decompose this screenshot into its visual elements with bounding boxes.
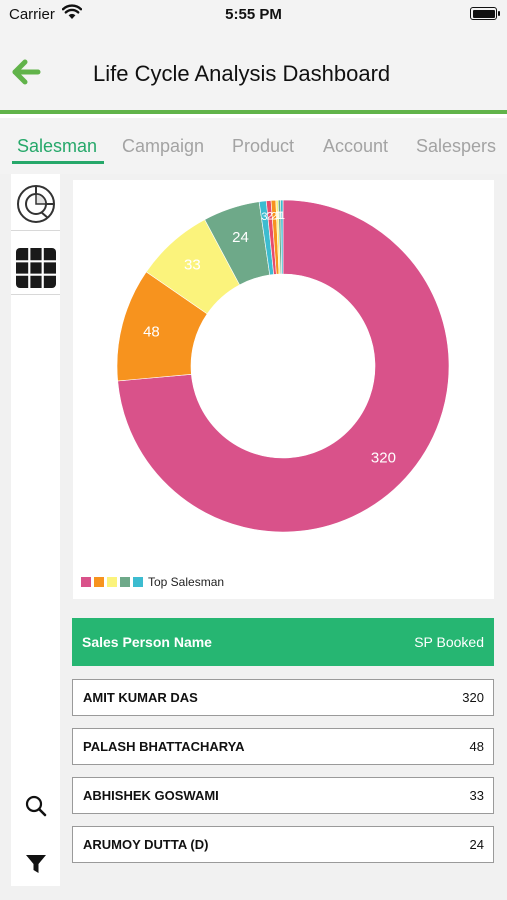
status-bar: Carrier 5:55 PM — [0, 0, 507, 28]
table-row[interactable]: AMIT KUMAR DAS 320 — [72, 679, 494, 716]
wifi-icon — [61, 4, 83, 25]
active-tab-indicator — [12, 161, 104, 164]
battery-icon — [470, 7, 500, 20]
header-divider — [0, 110, 507, 114]
chart-view-button[interactable] — [11, 178, 60, 230]
grid-icon — [15, 248, 56, 288]
column-header-value: SP Booked — [414, 634, 484, 650]
table-view-button[interactable] — [11, 242, 60, 294]
donut-inner-ring — [191, 274, 375, 458]
legend-swatch — [94, 577, 104, 587]
tab-salesman[interactable]: Salesman — [17, 136, 98, 156]
legend-swatch — [107, 577, 117, 587]
carrier-label: Carrier — [9, 6, 55, 23]
app-header: Life Cycle Analysis Dashboard — [0, 28, 507, 110]
legend-swatch — [81, 577, 91, 587]
tab-campaign[interactable]: Campaign — [122, 136, 205, 156]
legend-swatch — [120, 577, 130, 587]
table-row[interactable]: ARUMOY DUTTA (D) 24 — [72, 826, 494, 863]
row-value: 48 — [469, 739, 484, 754]
sidebar — [11, 174, 60, 886]
slice-label: 320 — [371, 450, 396, 467]
table-row[interactable]: ABHISHEK GOSWAMI 33 — [72, 777, 494, 814]
pie-slice[interactable] — [117, 199, 450, 533]
donut-chart-icon — [16, 185, 55, 223]
sidebar-divider — [11, 230, 60, 231]
sidebar-divider — [11, 294, 60, 295]
row-name: AMIT KUMAR DAS — [83, 690, 198, 705]
slice-label: 1 — [277, 210, 283, 222]
legend-label: Top Salesman — [148, 575, 225, 589]
slice-label: 24 — [232, 229, 249, 246]
row-name: PALASH BHATTACHARYA — [83, 739, 245, 754]
filter-icon — [25, 855, 46, 873]
row-name: ABHISHEK GOSWAMI — [83, 788, 219, 803]
slice-label: 48 — [143, 324, 160, 341]
slice-label: 2 — [271, 210, 277, 222]
slice-label: 33 — [184, 257, 201, 274]
table-header: Sales Person Name SP Booked — [72, 618, 494, 666]
chart-card: 320 48 33 24 3 2 2 1 1 1 — [73, 180, 494, 599]
column-header-name: Sales Person Name — [82, 634, 212, 650]
chart-legend: Top Salesman — [81, 575, 224, 589]
slice-label: 2 — [267, 211, 273, 223]
row-name: ARUMOY DUTTA (D) — [83, 837, 209, 852]
clock: 5:55 PM — [225, 6, 282, 23]
tab-product[interactable]: Product — [232, 136, 295, 156]
arrow-left-icon — [12, 59, 41, 85]
row-value: 24 — [469, 837, 484, 852]
slice-label: 3 — [261, 211, 267, 223]
legend-swatch — [133, 577, 143, 587]
row-value: 33 — [469, 788, 484, 803]
tab-salesperson[interactable]: Salespers — [416, 136, 497, 156]
tab-bar: Salesman Campaign Product Account Salesp… — [0, 118, 507, 174]
search-button[interactable] — [11, 780, 60, 832]
back-button[interactable] — [8, 54, 44, 90]
search-icon — [25, 795, 46, 817]
filter-button[interactable] — [11, 838, 60, 890]
slice-label: 1 — [279, 210, 285, 222]
page-title: Life Cycle Analysis Dashboard — [93, 61, 391, 86]
table-row[interactable]: PALASH BHATTACHARYA 48 — [72, 728, 494, 765]
row-value: 320 — [462, 690, 484, 705]
tab-account[interactable]: Account — [323, 136, 389, 156]
slice-label: 1 — [274, 210, 280, 222]
